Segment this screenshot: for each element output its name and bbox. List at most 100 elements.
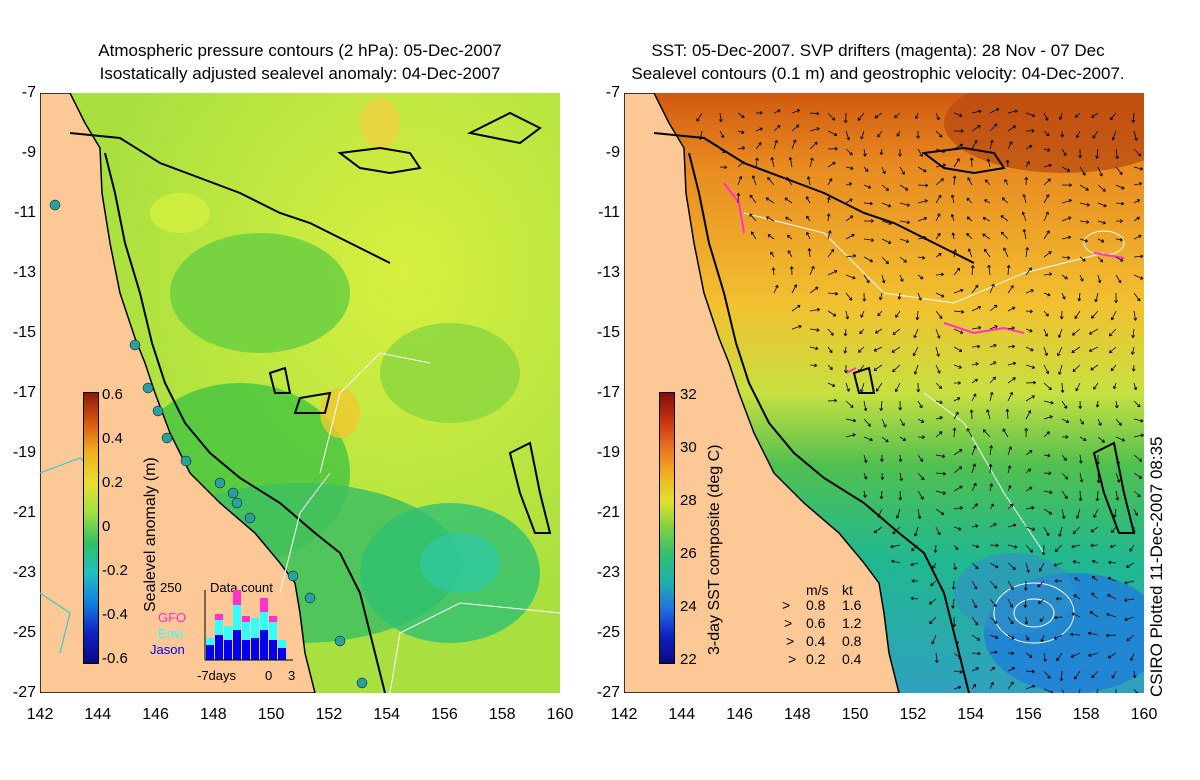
velocity-arrow: [845, 292, 853, 301]
velocity-arrow: [1091, 575, 1099, 582]
sealevel-colorbar-tick: 0.4: [102, 430, 123, 447]
velocity-arrow: [1133, 148, 1142, 157]
velocity-arrow: [932, 562, 937, 569]
y-tick-label: -13: [596, 264, 620, 281]
x-tick-label: 150: [841, 706, 869, 723]
velocity-arrow: [899, 256, 907, 263]
velocity-arrow: [736, 192, 741, 204]
velocity-arrow: [917, 148, 923, 157]
velocity-arrow: [791, 124, 800, 132]
sealevel-colorbar-tick: -0.4: [102, 606, 128, 623]
velocity-arrow: [989, 681, 994, 690]
velocity-arrow: [953, 249, 957, 258]
velocity-arrow: [1043, 382, 1052, 391]
velocity-arrow: [1043, 163, 1052, 168]
velocity-arrow: [845, 274, 856, 280]
velocity-arrow: [1078, 490, 1083, 502]
velocity-arrow: [791, 324, 802, 330]
velocity-arrow: [1133, 310, 1138, 321]
sealevel-colorbar-tick: 0: [102, 518, 111, 535]
y-tick-label: -7: [605, 84, 620, 101]
velocity-arrow: [935, 471, 947, 476]
velocity-arrow: [917, 454, 924, 462]
sealevel-map-svg: [40, 93, 560, 693]
velocity-arrow: [1092, 130, 1099, 139]
velocity-arrow: [873, 526, 883, 534]
velocity-arrow: [1133, 454, 1143, 462]
velocity-arrow: [899, 238, 910, 243]
velocity-arrow: [1061, 235, 1072, 240]
velocity-arrow: [843, 112, 848, 124]
velocity-arrow: [891, 559, 901, 564]
velocity-arrow: [845, 148, 853, 156]
velocity-arrow: [969, 409, 974, 420]
sst-map-svg: [624, 93, 1144, 693]
velocity-arrow: [881, 238, 892, 244]
velocity-arrow: [935, 178, 944, 186]
velocity-arrow: [827, 146, 838, 151]
velocity-arrow: [1079, 166, 1086, 176]
velocity-arrow: [1133, 400, 1141, 408]
velocity-arrow: [1095, 148, 1099, 159]
velocity-arrow: [1123, 598, 1135, 603]
velocity-arrow: [917, 255, 926, 260]
velocity-arrow: [1025, 128, 1035, 133]
velocity-arrow: [934, 652, 939, 664]
velocity-arrow: [899, 418, 905, 427]
velocity-arrow: [1004, 179, 1009, 186]
velocity-arrow: [982, 233, 991, 240]
velocity-arrow: [737, 146, 746, 150]
velocity-arrow: [989, 666, 996, 672]
velocity-arrow: [773, 139, 778, 150]
velocity-arrow: [1133, 292, 1141, 302]
velocity-arrow: [1037, 580, 1045, 588]
velocity-arrow: [1096, 688, 1099, 693]
velocity-arrow: [1072, 328, 1081, 336]
velocity-arrow: [953, 310, 965, 314]
velocity-arrow: [785, 216, 793, 222]
velocity-arrow: [1025, 669, 1035, 674]
velocity-arrow: [953, 397, 961, 402]
velocity-arrow: [971, 683, 977, 690]
velocity-arrow: [1115, 201, 1125, 206]
velocity-arrow: [1061, 418, 1070, 424]
velocity-arrow: [1097, 274, 1102, 284]
velocity-arrow: [1093, 508, 1099, 518]
velocity-arrow: [986, 158, 991, 168]
y-tick-label: -27: [596, 684, 620, 701]
velocity-arrow: [857, 346, 865, 353]
velocity-arrow: [1043, 652, 1047, 662]
velocity-arrow: [1070, 652, 1081, 658]
velocity-arrow: [1115, 148, 1119, 160]
velocity-arrow: [827, 112, 836, 121]
velocity-arrow: [971, 524, 979, 528]
velocity-arrow: [1007, 306, 1016, 312]
inset-xtick-start: -7days: [197, 668, 237, 683]
velocity-arrow: [1132, 670, 1137, 679]
velocity-arrow: [1006, 265, 1011, 276]
velocity-arrow: [1091, 670, 1099, 679]
velocity-arrow: [1114, 292, 1118, 304]
velocity-arrow: [1115, 436, 1125, 442]
velocity-arrow: [1061, 148, 1067, 156]
velocity-arrow: [1054, 579, 1063, 583]
velocity-arrow: [1113, 508, 1117, 518]
velocity-arrow: [1025, 634, 1030, 641]
velocity-arrow: [881, 166, 886, 175]
velocity-arrow: [1133, 490, 1141, 498]
velocity-arrow: [1007, 651, 1015, 656]
velocity-arrow: [917, 490, 924, 500]
velocity-arrow: [845, 215, 854, 222]
velocity-arrow: [971, 598, 977, 609]
velocity-arrow: [989, 445, 993, 456]
y-tick-label: -23: [596, 564, 620, 581]
inset-xtick-zero: 0: [265, 668, 273, 683]
velocity-arrow: [881, 274, 886, 284]
velocity-arrow: [1075, 130, 1081, 139]
x-tick-label: 142: [26, 706, 54, 723]
velocity-arrow: [1115, 472, 1121, 483]
velocity-arrow: [1043, 112, 1049, 121]
velocity-arrow: [971, 463, 976, 474]
velocity-arrow: [765, 216, 775, 222]
velocity-arrow: [989, 616, 998, 624]
